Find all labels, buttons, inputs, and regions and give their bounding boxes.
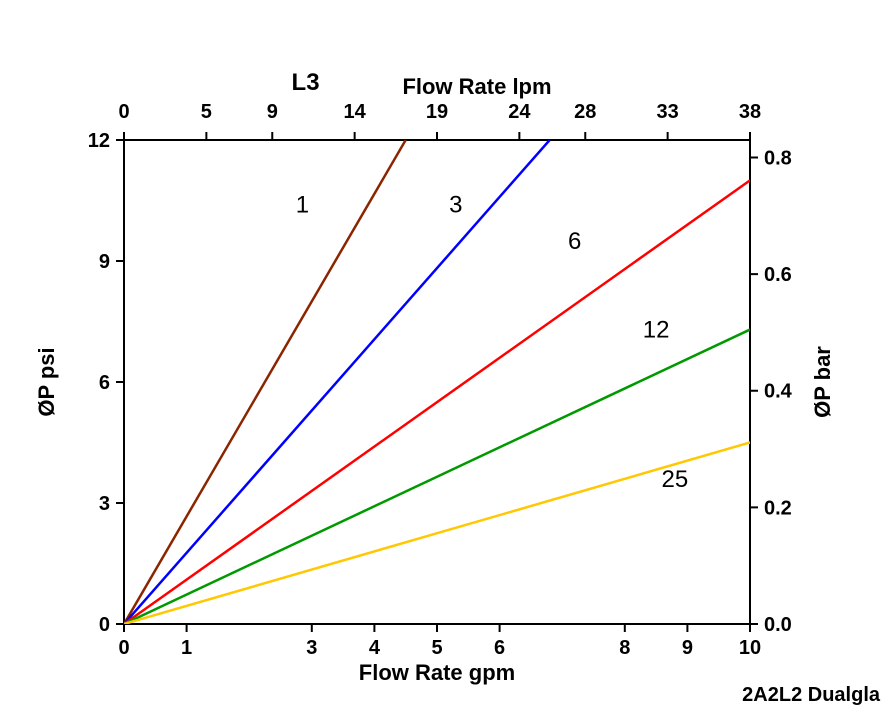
x-top-tick-label: 19 bbox=[426, 101, 448, 123]
x-top-tick-label: 28 bbox=[574, 101, 596, 123]
x-top-tick-label: 0 bbox=[118, 101, 129, 123]
y-right-axis-label: ØP bar bbox=[810, 346, 835, 418]
series-label-1: 1 bbox=[296, 192, 309, 219]
series-line-1 bbox=[124, 140, 406, 624]
y-right-tick-label: 0.0 bbox=[764, 614, 792, 636]
x-top-tick-label: 9 bbox=[267, 101, 278, 123]
corner-title: L3 bbox=[292, 69, 320, 96]
x-bottom-tick-label: 1 bbox=[181, 637, 192, 659]
x-bottom-tick-label: 4 bbox=[369, 637, 381, 659]
series-line-3 bbox=[124, 140, 550, 624]
series-line-12 bbox=[124, 330, 750, 624]
x-bottom-tick-label: 10 bbox=[739, 637, 761, 659]
y-left-tick-label: 6 bbox=[99, 372, 110, 394]
x-bottom-tick-label: 9 bbox=[682, 637, 693, 659]
y-left-tick-label: 9 bbox=[99, 251, 110, 273]
y-right-tick-label: 0.2 bbox=[764, 497, 792, 519]
chart-container: 1 3 6 12 25 0 1 3 4 5 6 8 9 10 Flow Rate gpm 0 5 9 14 19 24 2… bbox=[0, 0, 882, 705]
x-bottom-tick-label: 6 bbox=[494, 637, 505, 659]
y-right-tick-label: 0.6 bbox=[764, 264, 792, 286]
y-left-tick-label: 3 bbox=[99, 493, 110, 515]
footer-text: 2A2L2 Dualgla bbox=[742, 684, 881, 705]
series-label-3: 3 bbox=[449, 192, 462, 219]
y-left-axis-label: ØP psi bbox=[34, 347, 59, 416]
series-line-6 bbox=[124, 180, 750, 624]
x-top-axis-label: Flow Rate lpm bbox=[402, 74, 551, 99]
y-right-tick-label: 0.8 bbox=[764, 147, 792, 169]
series-line-25 bbox=[124, 443, 750, 625]
x-bottom-tick-label: 8 bbox=[619, 637, 630, 659]
x-bottom-axis-label: Flow Rate gpm bbox=[359, 660, 515, 685]
y-right-tick-label: 0.4 bbox=[764, 381, 793, 403]
y-left-tick-label: 0 bbox=[99, 614, 110, 636]
series-label-12: 12 bbox=[643, 317, 670, 344]
x-top-tick-label: 33 bbox=[657, 101, 679, 123]
x-top-tick-label: 38 bbox=[739, 101, 761, 123]
x-top-tick-label: 24 bbox=[508, 101, 531, 123]
x-bottom-tick-label: 5 bbox=[431, 637, 442, 659]
x-top-tick-label: 14 bbox=[344, 101, 367, 123]
series-label-25: 25 bbox=[662, 466, 689, 493]
x-top-tick-label: 5 bbox=[201, 101, 212, 123]
x-bottom-tick-label: 3 bbox=[306, 637, 317, 659]
series-label-6: 6 bbox=[568, 228, 581, 255]
chart-svg: 1 3 6 12 25 0 1 3 4 5 6 8 9 10 Flow Rate gpm 0 5 9 14 19 24 2… bbox=[0, 0, 882, 705]
y-left-tick-label: 12 bbox=[88, 130, 110, 152]
x-bottom-tick-label: 0 bbox=[118, 637, 129, 659]
plot-area bbox=[124, 140, 750, 624]
